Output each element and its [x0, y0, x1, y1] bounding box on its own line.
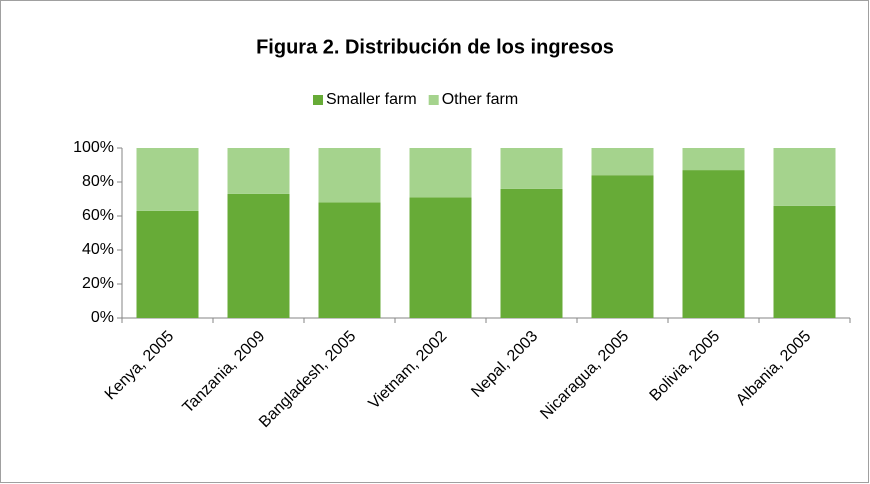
- bar-segment: [682, 170, 745, 318]
- bar-segment: [318, 202, 381, 318]
- y-tick-label: 0%: [91, 309, 114, 326]
- chart-title: Figura 2. Distribución de los ingresos: [256, 36, 614, 58]
- y-tick-label: 40%: [82, 241, 114, 258]
- bar-segment: [227, 148, 290, 194]
- bar-segment: [591, 148, 654, 176]
- bar-segment: [682, 148, 745, 171]
- legend-swatch: [428, 95, 439, 105]
- bar-segment: [227, 193, 290, 318]
- bar-segment: [773, 205, 836, 318]
- bar-segment: [318, 148, 381, 203]
- bar-segment: [500, 148, 563, 189]
- y-tick-label: 100%: [73, 139, 114, 156]
- y-tick-label: 60%: [82, 207, 114, 224]
- legend-label: Other farm: [442, 91, 518, 108]
- legend-swatch: [313, 95, 323, 105]
- bar-segment: [409, 197, 472, 318]
- bar-segment: [500, 188, 563, 318]
- bar-segment: [773, 148, 836, 206]
- bar-segment: [136, 210, 199, 318]
- bar-segment: [409, 148, 472, 198]
- y-tick-label: 80%: [82, 173, 114, 190]
- bar-segment: [136, 148, 199, 211]
- legend-label: Smaller farm: [326, 91, 417, 108]
- y-tick-label: 20%: [82, 275, 114, 292]
- bar-segment: [591, 175, 654, 318]
